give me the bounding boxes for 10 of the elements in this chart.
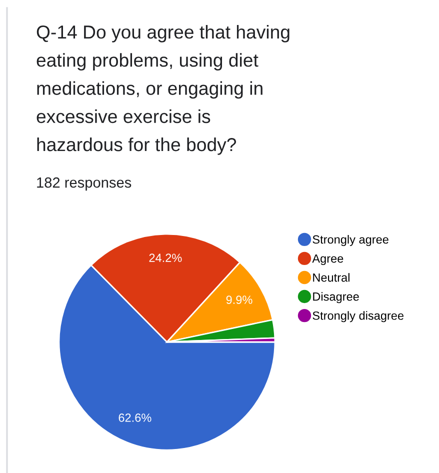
data-label: 24.2% [149, 254, 182, 262]
chart-title: Q-14 Do you agree that having eating problems, using diet medications, or engaging in excessive exercise is hazardous for the body? [36, 25, 290, 155]
legend-label: Strongly disagree [312, 311, 404, 322]
chart-subtitle: 182 responses [37, 177, 132, 191]
legend-label: Disagree [313, 292, 359, 304]
legend-label: Agree [312, 254, 344, 266]
data-label: 9.9% [226, 296, 252, 304]
legend-label: Strongly agree [312, 235, 388, 246]
legend-label: Neutral [313, 273, 350, 282]
data-label: 62.6% [118, 414, 152, 422]
